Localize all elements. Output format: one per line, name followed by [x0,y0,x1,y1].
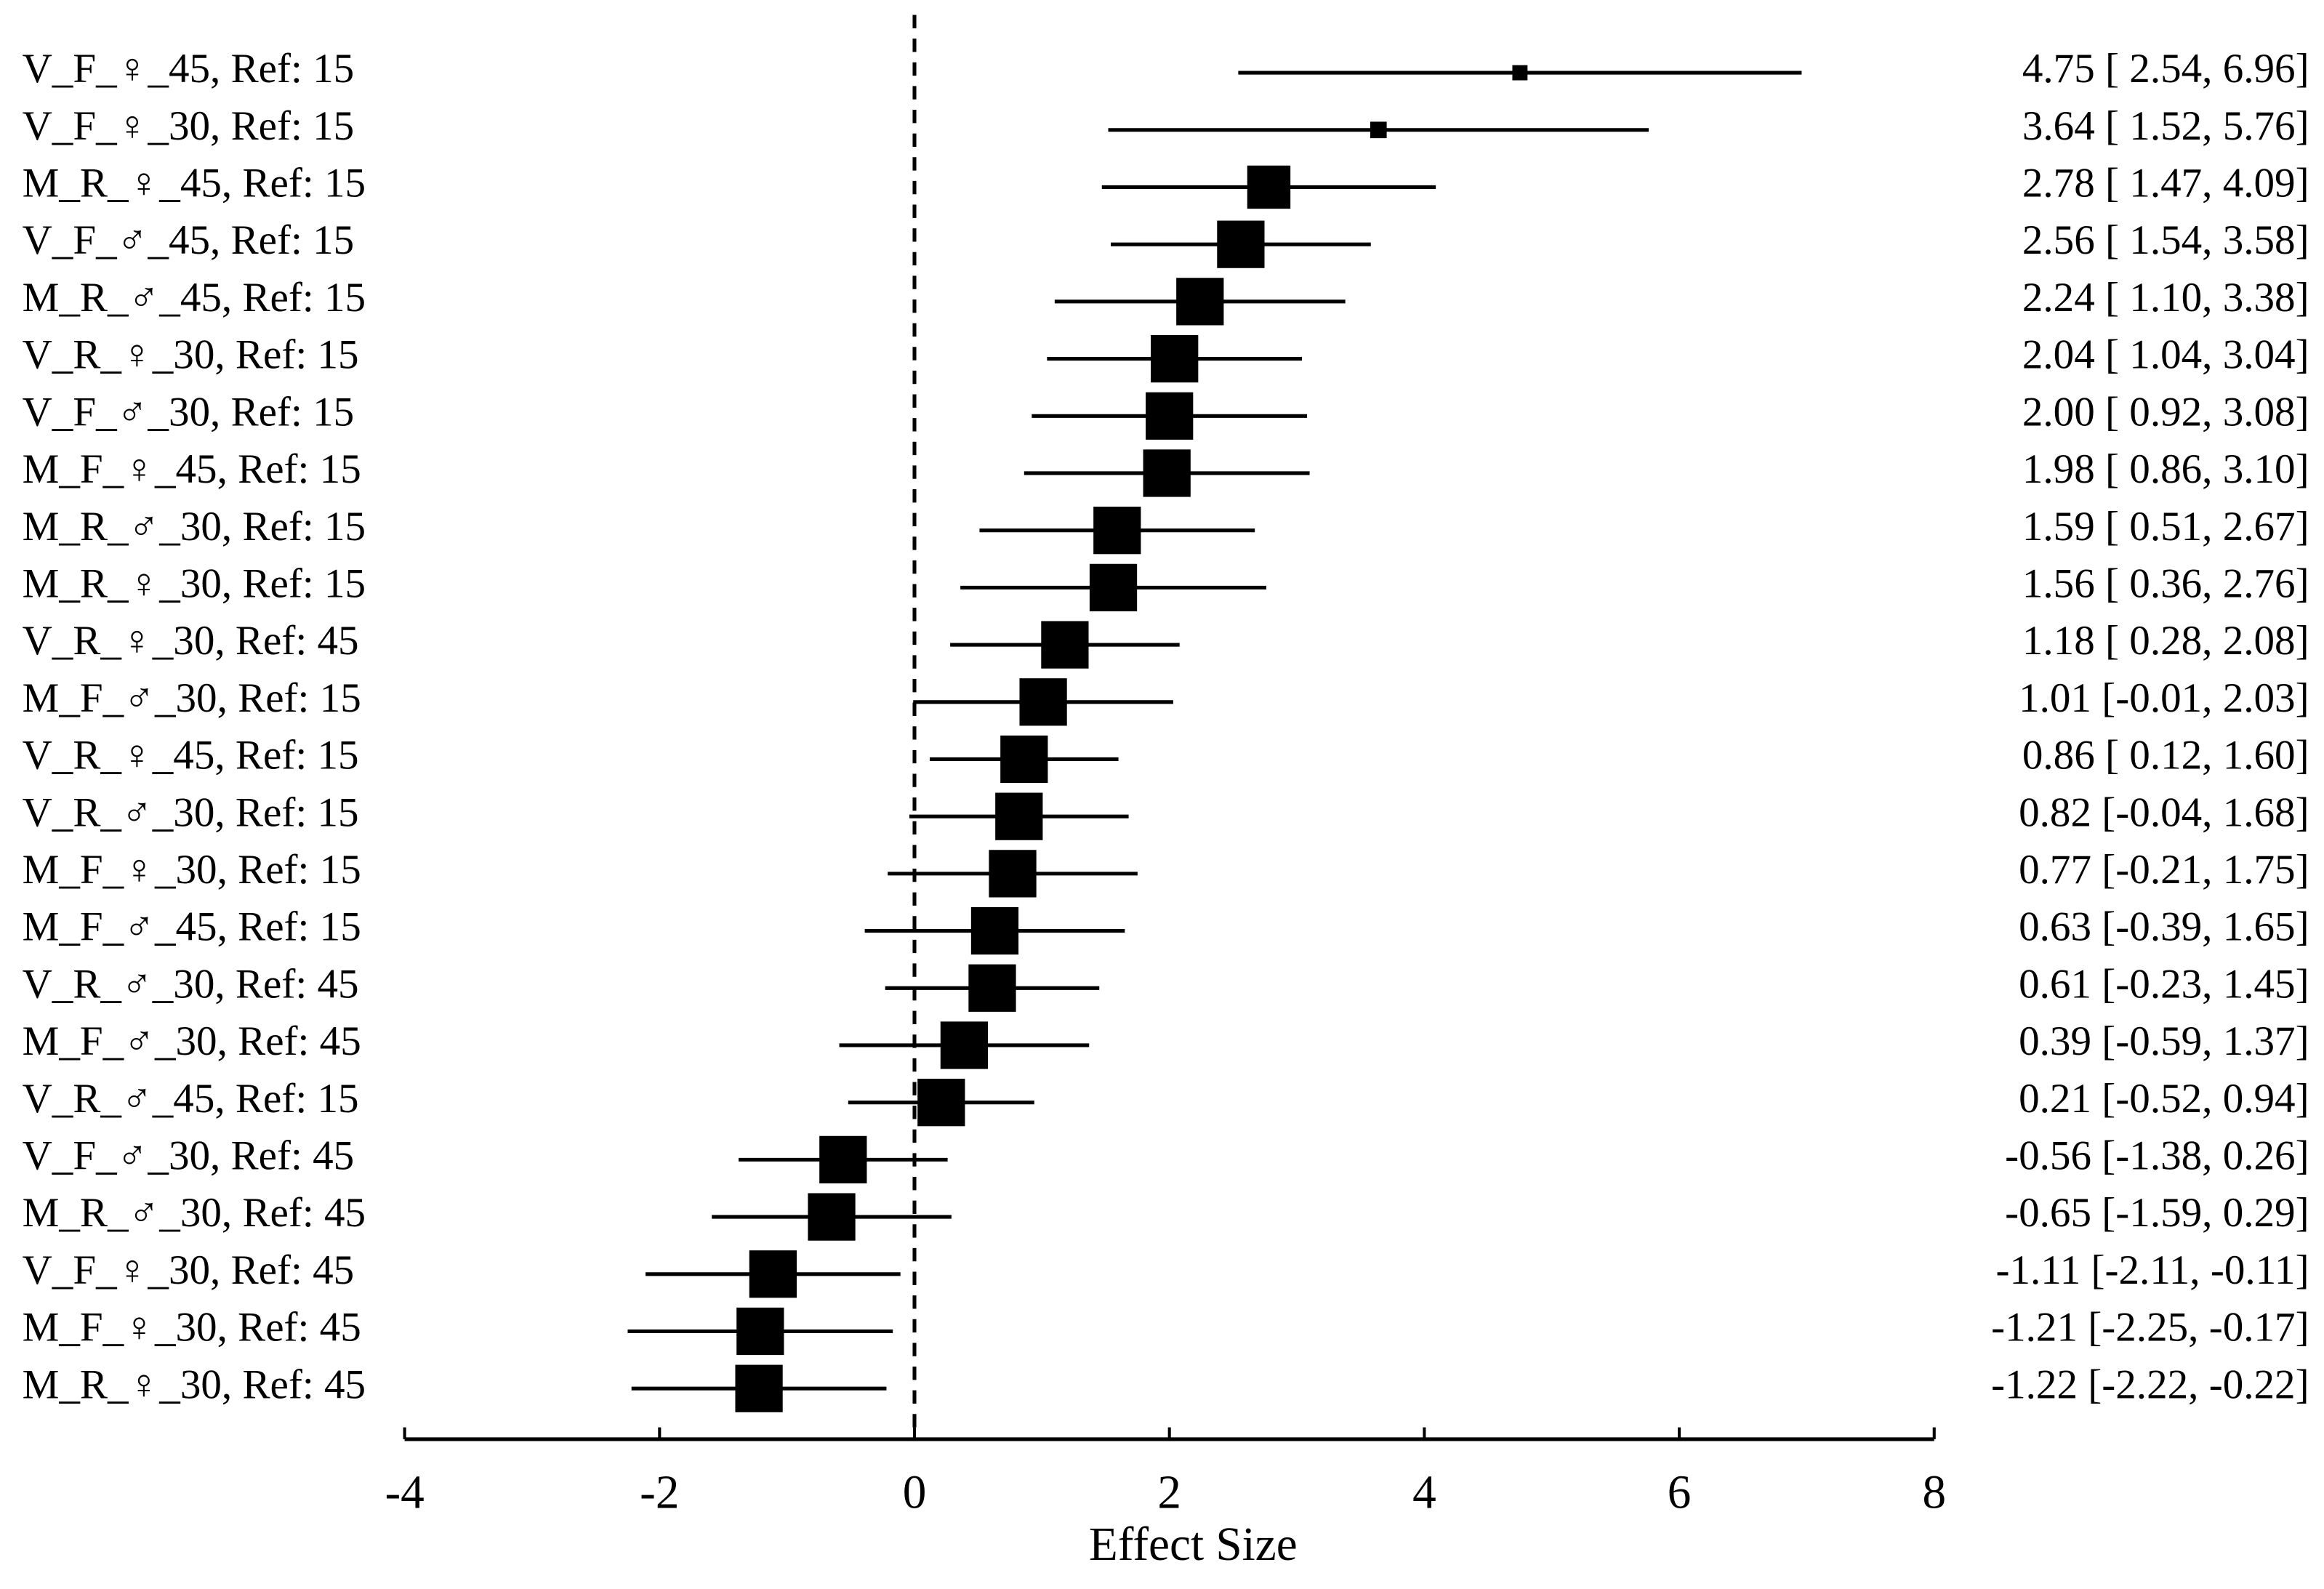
estimate-label: -0.65 [-1.59, 0.29] [2005,1190,2309,1236]
row-label: M_F_♂_30, Ref: 45 [23,1018,361,1064]
point-estimate [1151,334,1199,383]
estimate-label: 2.24 [ 1.10, 3.38] [2022,275,2309,321]
row-label: M_R_♀_30, Ref: 15 [23,560,366,606]
estimate-label: 0.63 [-0.39, 1.65] [2019,904,2309,950]
x-tick-label: 2 [1157,1466,1181,1518]
row-label: M_F_♀_45, Ref: 15 [23,446,361,492]
point-estimate [1217,220,1265,268]
row-label: V_F_♀_45, Ref: 15 [23,46,355,92]
x-tick-label: -4 [385,1466,424,1518]
row-label: V_F_♀_30, Ref: 15 [23,103,355,149]
row-label: M_F_♂_45, Ref: 15 [23,904,361,950]
x-tick-label: 0 [903,1466,927,1518]
point-estimate [917,1079,965,1127]
estimate-label: 4.75 [ 2.54, 6.96] [2022,46,2309,92]
estimate-label: 2.56 [ 1.54, 3.58] [2022,217,2309,263]
point-estimate [749,1250,797,1298]
point-estimate [968,964,1016,1012]
estimate-label: 2.78 [ 1.47, 4.09] [2022,161,2309,206]
point-estimate [1019,678,1067,726]
row-label: V_F_♂_45, Ref: 15 [23,217,355,263]
estimate-label: 2.04 [ 1.04, 3.04] [2022,332,2309,378]
point-estimate [1089,563,1138,611]
row-label: V_F_♂_30, Ref: 45 [23,1133,355,1178]
row-label: M_F_♂_30, Ref: 15 [23,675,361,721]
estimate-label: 1.59 [ 0.51, 2.67] [2022,504,2309,550]
x-axis-title: Effect Size [1089,1518,1298,1571]
row-label: M_R_♀_45, Ref: 15 [23,161,366,206]
estimate-label: 0.82 [-0.04, 1.68] [2019,789,2309,835]
x-tick-label: 6 [1668,1466,1692,1518]
point-estimate [1512,65,1528,81]
point-estimate [1146,392,1194,440]
x-tick-label: 4 [1412,1466,1436,1518]
estimate-label: 1.56 [ 0.36, 2.76] [2022,560,2309,606]
row-label: V_R_♂_30, Ref: 45 [23,961,359,1007]
point-estimate [1176,278,1224,326]
point-estimate [735,1364,783,1412]
point-estimate [970,906,1019,955]
point-estimate [1247,165,1291,209]
point-estimate [736,1307,784,1356]
estimate-label: -1.21 [-2.25, -0.17] [1991,1305,2309,1351]
point-estimate [1143,449,1191,497]
point-estimate [819,1135,867,1184]
point-estimate [1370,121,1387,139]
row-label: V_R_♂_45, Ref: 15 [23,1076,359,1122]
estimate-label: 2.00 [ 0.92, 3.08] [2022,389,2309,435]
estimate-label: 1.01 [-0.01, 2.03] [2019,675,2309,721]
point-estimate [940,1021,989,1069]
point-estimate [1093,507,1141,555]
row-label: M_F_♀_30, Ref: 15 [23,847,361,893]
row-label: M_R_♂_30, Ref: 15 [23,504,366,550]
estimate-label: 1.98 [ 0.86, 3.10] [2022,446,2309,492]
estimate-label: 1.18 [ 0.28, 2.08] [2022,618,2309,664]
point-estimate [995,792,1043,840]
point-estimate [808,1193,856,1241]
row-label: M_F_♀_30, Ref: 45 [23,1305,361,1351]
x-tick-label: -2 [640,1466,679,1518]
estimate-label: -0.56 [-1.38, 0.26] [2005,1133,2309,1178]
row-label: M_R_♀_30, Ref: 45 [23,1361,366,1407]
estimate-label: 3.64 [ 1.52, 5.76] [2022,103,2309,149]
row-label: V_F_♂_30, Ref: 15 [23,389,355,435]
row-label: V_R_♀_45, Ref: 15 [23,733,359,779]
estimate-label: 0.77 [-0.21, 1.75] [2019,847,2309,893]
estimate-label: 0.61 [-0.23, 1.45] [2019,961,2309,1007]
estimate-label: 0.86 [ 0.12, 1.60] [2022,733,2309,779]
row-label: M_R_♂_30, Ref: 45 [23,1190,366,1236]
point-estimate [1041,621,1089,669]
x-tick-label: 8 [1922,1466,1946,1518]
estimate-label: -1.11 [-2.11, -0.11] [1995,1247,2309,1293]
row-label: V_F_♀_30, Ref: 45 [23,1247,355,1293]
row-label: V_R_♀_30, Ref: 45 [23,618,359,664]
estimate-label: 0.39 [-0.59, 1.37] [2019,1018,2309,1064]
point-estimate [1000,735,1048,784]
row-label: V_R_♀_30, Ref: 15 [23,332,359,378]
estimate-label: -1.22 [-2.22, -0.22] [1991,1361,2309,1407]
row-label: V_R_♂_30, Ref: 15 [23,789,359,835]
estimate-label: 0.21 [-0.52, 0.94] [2019,1076,2309,1122]
point-estimate [989,850,1037,898]
row-label: M_R_♂_45, Ref: 15 [23,275,366,321]
